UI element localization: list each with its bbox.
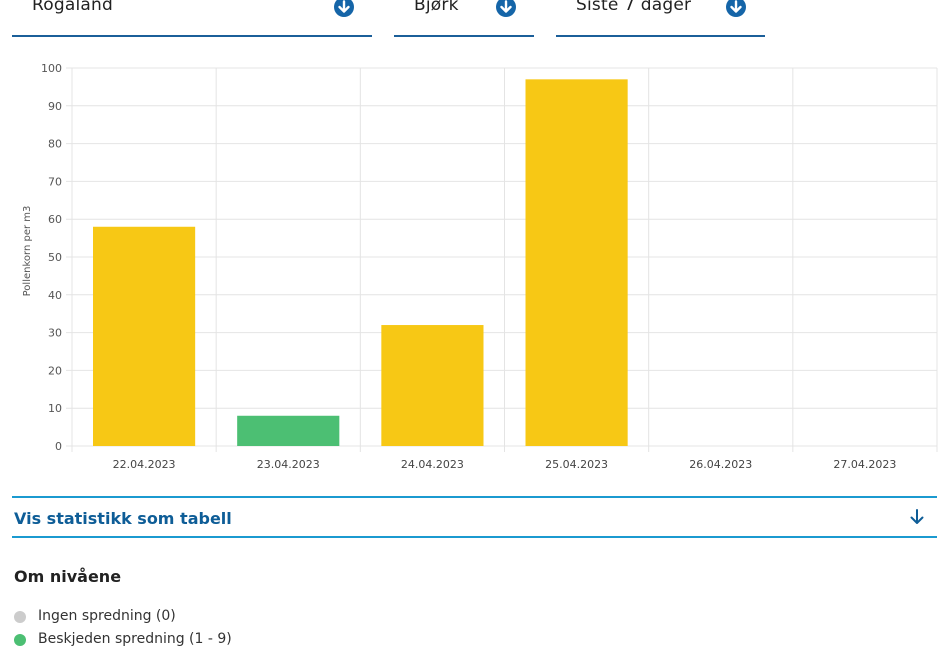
chevron-down-icon (496, 0, 516, 17)
chevron-down-icon (726, 0, 746, 17)
show-statistics-table-label: Vis statistikk som tabell (14, 509, 232, 528)
y-tick-label: 20 (48, 364, 62, 377)
arrow-down-icon (909, 508, 925, 530)
x-tick-label: 24.04.2023 (401, 458, 464, 471)
y-tick-label: 50 (48, 251, 62, 264)
level-label: Beskjeden spredning (1 - 9) (38, 631, 232, 647)
y-tick-label: 80 (48, 138, 62, 151)
levels-heading: Om nivåene (14, 567, 122, 586)
level-dot-grey-icon (14, 611, 26, 623)
bar (381, 325, 484, 446)
x-tick-label: 26.04.2023 (689, 458, 752, 471)
chevron-down-icon (334, 0, 354, 17)
y-axis-label: Pollenkorn per m3 (22, 206, 33, 297)
level-dot-green-icon (14, 634, 26, 646)
region-select-value: Rogaland (32, 0, 113, 15)
x-tick-label: 25.04.2023 (545, 458, 608, 471)
y-tick-label: 30 (48, 327, 62, 340)
x-tick-label: 22.04.2023 (113, 458, 176, 471)
x-tick-label: 27.04.2023 (833, 458, 896, 471)
x-tick-label: 23.04.2023 (257, 458, 320, 471)
y-tick-label: 100 (41, 62, 62, 75)
bar (525, 79, 628, 446)
y-tick-label: 40 (48, 289, 62, 302)
pollen-type-select[interactable]: Bjørk (394, 0, 534, 37)
pollen-bar-chart: 0 10 20 30 40 50 60 70 80 90 100 22.04.2023 23.04.20… (22, 62, 938, 471)
y-tick-label: 60 (48, 213, 62, 226)
y-tick-label: 70 (48, 175, 62, 188)
level-label: Ingen spredning (0) (38, 608, 176, 624)
pollen-type-select-value: Bjørk (414, 0, 459, 15)
region-select[interactable]: Rogaland (12, 0, 372, 37)
period-select-value: Siste 7 dager (576, 0, 692, 15)
show-statistics-table-toggle[interactable]: Vis statistikk som tabell (12, 496, 937, 538)
y-tick-label: 90 (48, 100, 62, 113)
y-tick-label: 10 (48, 402, 62, 415)
bar (93, 226, 196, 446)
bar (237, 415, 340, 446)
period-select[interactable]: Siste 7 dager (556, 0, 765, 37)
y-tick-label: 0 (55, 440, 62, 453)
